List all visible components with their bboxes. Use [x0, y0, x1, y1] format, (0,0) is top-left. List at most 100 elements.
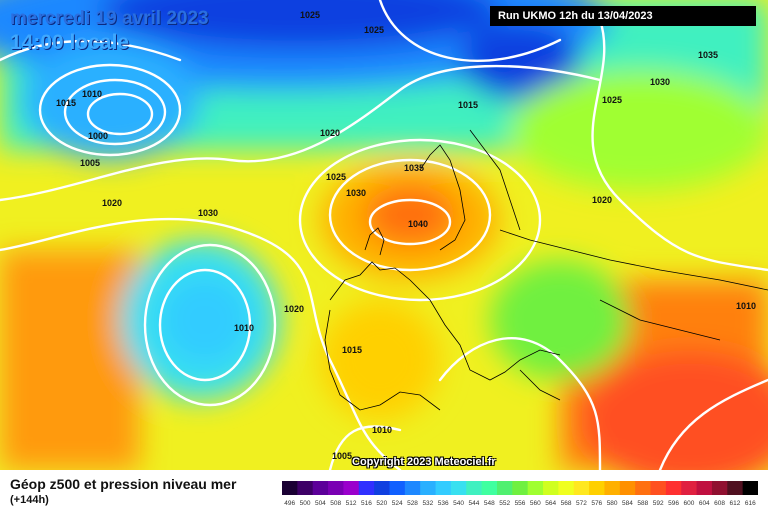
- map-footer: Géop z500 et pression niveau mer (+144h)…: [0, 470, 768, 512]
- legend-swatch: [573, 481, 590, 495]
- legend-tick-label: 612: [730, 500, 741, 507]
- legend-tick-label: 548: [484, 500, 495, 507]
- legend-swatch: [589, 481, 605, 495]
- isobar-label: 1020: [102, 198, 122, 208]
- color-scale-legend: 496 500 504 508 512 516 520 524 528 532 536 540 544 5…: [282, 481, 758, 507]
- map-parameter-title: Géop z500 et pression niveau mer: [10, 476, 237, 492]
- legend-tick-label: 532: [422, 500, 433, 507]
- legend-swatch: [711, 481, 728, 495]
- copyright-notice: Copyright 2023 Meteociel.fr: [352, 456, 496, 468]
- legend-swatch: [512, 481, 529, 495]
- legend-tick-label: 608: [714, 500, 725, 507]
- legend-tick-label: 616: [745, 500, 756, 507]
- isobar-label: 1035: [698, 50, 718, 60]
- legend-tick-label: 556: [515, 500, 526, 507]
- legend-tick-label: 600: [683, 500, 694, 507]
- isobar-label: 1020: [320, 128, 340, 138]
- isobar-label: 1025: [364, 25, 384, 35]
- legend-tick-label: 500: [300, 500, 311, 507]
- isobar-label: 1020: [284, 304, 304, 314]
- legend-swatch: [389, 481, 406, 495]
- isobar-ring: [38, 63, 182, 157]
- legend-tick-label: 544: [469, 500, 480, 507]
- isobar-label: 1030: [650, 77, 670, 87]
- isobar-lines: [0, 0, 768, 470]
- isobar-label: 1005: [80, 158, 100, 168]
- isobar-label: 1000: [88, 131, 108, 141]
- legend-swatch: [496, 481, 513, 495]
- isobar-label: 1015: [342, 345, 362, 355]
- forecast-local-time: 14:00 locale: [10, 31, 130, 54]
- isobar-label: 1025: [300, 10, 320, 20]
- legend-swatch: [543, 481, 559, 495]
- legend-tick-label: 512: [346, 500, 357, 507]
- isobar-label: 1010: [372, 425, 392, 435]
- legend-swatch: [604, 481, 621, 495]
- legend-swatch: [312, 481, 329, 495]
- legend-tick-label: 560: [530, 500, 541, 507]
- legend-swatch: [635, 481, 652, 495]
- legend-swatch: [420, 481, 437, 495]
- legend-tick-label: 524: [392, 500, 403, 507]
- legend-tick-label: 568: [561, 500, 572, 507]
- isobar-label: 1020: [592, 195, 612, 205]
- legend-tick-label: 592: [653, 500, 664, 507]
- legend-swatch: [665, 481, 682, 495]
- legend-tick-label: 508: [330, 500, 341, 507]
- legend-tick-label: 504: [315, 500, 326, 507]
- legend-swatch: [358, 481, 375, 495]
- legend-tick-label: 528: [407, 500, 418, 507]
- isobar-label: 1030: [198, 208, 218, 218]
- legend-swatch: [328, 481, 344, 495]
- legend-swatch: [297, 481, 314, 495]
- coastlines: [324, 129, 768, 411]
- legend-swatch: [681, 481, 698, 495]
- legend-tick-label: 516: [361, 500, 372, 507]
- model-run-info: Run UKMO 12h du 13/04/2023: [490, 6, 756, 26]
- legend-swatch: [435, 481, 452, 495]
- isobar-labels: 1025 1025 1010 1015 1000 1005 1020 1030 …: [56, 10, 756, 461]
- forecast-date-title: mercredi 19 avril 2023: [10, 8, 209, 29]
- legend-tick-label: 572: [576, 500, 587, 507]
- legend-tick-label: 604: [699, 500, 710, 507]
- geopotential-map: 1025 1025 1010 1015 1000 1005 1020 1030 …: [0, 0, 768, 470]
- legend-swatch: [742, 481, 758, 495]
- legend-tick-label: 536: [438, 500, 449, 507]
- legend-tick-label: 552: [499, 500, 510, 507]
- isobar-label: 1025: [326, 172, 346, 182]
- legend-tick-label: 564: [545, 500, 556, 507]
- isobar-label: 1035: [404, 163, 424, 173]
- isobar-label: 1015: [56, 98, 76, 108]
- legend-tick-label: 576: [591, 500, 602, 507]
- legend-tick-label: 588: [637, 500, 648, 507]
- legend-swatch: [650, 481, 667, 495]
- legend-swatch: [282, 481, 298, 495]
- legend-tick-label: 520: [376, 500, 387, 507]
- isobar-label: 1015: [458, 100, 478, 110]
- isobar-label: 1030: [346, 188, 366, 198]
- isobar-label: 1025: [602, 95, 622, 105]
- legend-swatch: [450, 481, 467, 495]
- legend-swatch: [404, 481, 421, 495]
- isobar-label: 1010: [736, 301, 756, 311]
- legend-tick-label: 584: [622, 500, 633, 507]
- legend-swatch: [558, 481, 575, 495]
- isobar-label: 1010: [234, 323, 254, 333]
- legend-swatch: [727, 481, 744, 495]
- isobar-label: 1040: [408, 219, 428, 229]
- legend-swatch: [466, 481, 483, 495]
- legend-swatch: [619, 481, 636, 495]
- legend-tick-label: 580: [607, 500, 618, 507]
- lead-time-label: (+144h): [10, 494, 49, 506]
- legend-tick-label: 496: [284, 500, 295, 507]
- legend-swatch: [527, 481, 544, 495]
- legend-swatch: [696, 481, 713, 495]
- legend-tick-label: 596: [668, 500, 679, 507]
- legend-swatch: [343, 481, 360, 495]
- legend-swatch: [481, 481, 498, 495]
- isobar-label: 1005: [332, 451, 352, 461]
- isobar-label: 1010: [82, 89, 102, 99]
- legend-tick-label: 540: [453, 500, 464, 507]
- legend-swatch: [374, 481, 390, 495]
